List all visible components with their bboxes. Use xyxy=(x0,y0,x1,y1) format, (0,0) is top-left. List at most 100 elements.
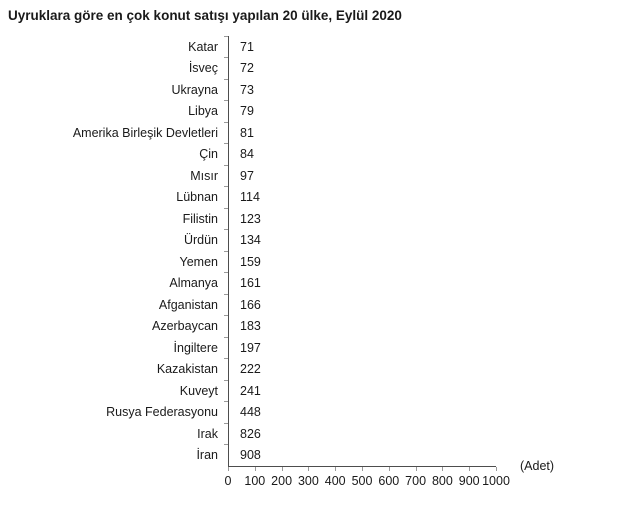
bar-line: 448 xyxy=(229,405,261,420)
value-label: 826 xyxy=(240,426,261,441)
country-label: Mısır xyxy=(190,168,218,183)
bar-line: 71 xyxy=(229,39,254,54)
bar-row: Yemen 159 xyxy=(0,250,640,273)
x-tick xyxy=(469,467,471,471)
x-tick xyxy=(228,467,229,471)
x-tick-label: 0 xyxy=(224,474,232,488)
country-label: Katar xyxy=(188,39,218,54)
bar-area: 79 xyxy=(224,100,497,122)
value-label: 197 xyxy=(240,340,261,355)
bar-area: 123 xyxy=(224,207,497,230)
x-tick-label: 200 xyxy=(271,474,293,488)
bar-line: 159 xyxy=(229,255,261,269)
bar-row: Kazakistan 222 xyxy=(0,358,640,380)
value-label: 448 xyxy=(240,405,261,420)
x-tick-label: 900 xyxy=(458,474,480,488)
bar-area: 97 xyxy=(224,164,497,187)
country-label: Libya xyxy=(188,104,218,119)
country-label: Kuveyt xyxy=(179,383,218,398)
bar-row: İran 908 xyxy=(0,444,640,466)
country-label: Irak xyxy=(197,426,218,441)
bar-line: 114 xyxy=(229,190,260,205)
x-tick-label: 100 xyxy=(244,474,266,488)
value-label: 81 xyxy=(240,125,254,140)
bar-area: 222 xyxy=(224,358,497,380)
x-tick xyxy=(308,467,310,471)
bar-area: 114 xyxy=(224,186,497,208)
value-label: 241 xyxy=(240,383,261,398)
country-label: İngiltere xyxy=(173,340,218,355)
value-label: 114 xyxy=(240,190,260,205)
value-label: 84 xyxy=(240,147,254,162)
country-label: İran xyxy=(196,448,218,463)
bar-row: Katar 71 xyxy=(0,35,640,58)
value-label: 908 xyxy=(240,448,261,463)
bar-line: 183 xyxy=(229,319,261,333)
country-label: Azerbaycan xyxy=(151,319,218,334)
bar-rows: Katar 71 İsveç 72 Ukrayna 73 Libya xyxy=(0,35,640,466)
x-tick-label: 500 xyxy=(351,474,373,488)
bar-row: Azerbaycan 183 xyxy=(0,315,640,337)
bar-row: Kuveyt 241 xyxy=(0,379,640,402)
bar-line: 72 xyxy=(229,61,254,76)
bar-area: 84 xyxy=(224,143,497,165)
value-label: 72 xyxy=(240,61,254,76)
bar-area: 241 xyxy=(224,379,497,402)
x-tick xyxy=(254,467,256,471)
x-tick xyxy=(415,467,417,471)
bar-line: 908 xyxy=(229,448,261,463)
value-label: 73 xyxy=(240,82,254,97)
value-label: 71 xyxy=(240,39,254,54)
country-label: Rusya Federasyonu xyxy=(106,405,218,420)
bar-area: 71 xyxy=(224,35,497,58)
bar-area: 197 xyxy=(224,336,497,359)
x-tick xyxy=(335,467,337,471)
unit-label: (Adet) xyxy=(520,459,555,473)
bar-row: Libya 79 xyxy=(0,100,640,122)
x-tick-label: 700 xyxy=(405,474,427,488)
bar-row: Ukrayna 73 xyxy=(0,78,640,101)
bar-line: 166 xyxy=(229,298,261,312)
x-tick xyxy=(281,467,283,471)
bar-line: 134 xyxy=(229,233,261,248)
bar-row: Afganistan 166 xyxy=(0,293,640,316)
country-label: Çin xyxy=(199,147,218,162)
bar-line: 81 xyxy=(229,125,254,140)
bar-row: Rusya Federasyonu 448 xyxy=(0,401,640,423)
value-label: 222 xyxy=(240,362,261,377)
x-tick-label: 300 xyxy=(297,474,319,488)
bar-line: 73 xyxy=(229,82,254,97)
bar-row: İsveç 72 xyxy=(0,57,640,79)
bar-row: İngiltere 197 xyxy=(0,336,640,359)
value-label: 134 xyxy=(240,233,261,248)
country-label: Lübnan xyxy=(176,190,218,205)
x-tick-label: 600 xyxy=(378,474,400,488)
country-label: Ukrayna xyxy=(171,82,218,97)
x-tick xyxy=(362,467,363,471)
bar-line: 84 xyxy=(229,147,254,162)
x-tick xyxy=(388,467,390,471)
bar-line: 79 xyxy=(229,104,254,118)
x-tick xyxy=(496,467,497,471)
bar-area: 81 xyxy=(224,121,497,144)
bar-line: 241 xyxy=(229,383,261,398)
x-axis: (Adet) 0 100 200 300 400 500 600 700 800 900 1000 xyxy=(224,459,555,493)
bar-area: 908 xyxy=(224,444,497,466)
country-label: İsveç xyxy=(188,61,218,76)
bar-row: Mısır 97 xyxy=(0,164,640,187)
value-label: 97 xyxy=(240,168,254,183)
bar-line: 161 xyxy=(229,276,261,290)
bar-chart: Katar 71 İsveç 72 Ukrayna 73 Libya xyxy=(0,35,640,493)
bar-area: 183 xyxy=(224,315,497,337)
bar-line: 123 xyxy=(229,212,261,226)
x-tick xyxy=(442,467,444,471)
bar-line: 197 xyxy=(229,340,261,355)
x-tick-label: 800 xyxy=(431,474,453,488)
country-label: Yemen xyxy=(179,254,218,269)
country-label: Ürdün xyxy=(183,233,218,248)
bar-area: 161 xyxy=(224,272,497,294)
bar-area: 159 xyxy=(224,250,497,273)
bar-row: Lübnan 114 xyxy=(0,186,640,208)
bar-row: Irak 826 xyxy=(0,422,640,445)
